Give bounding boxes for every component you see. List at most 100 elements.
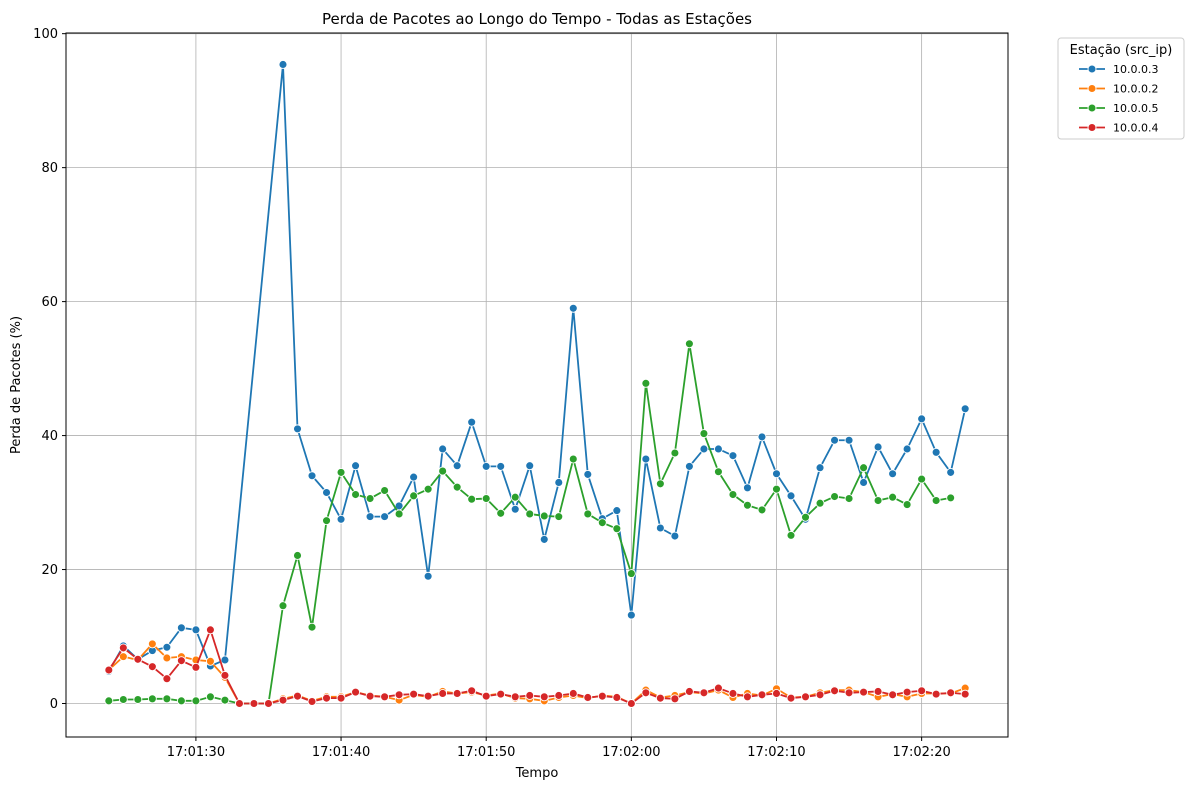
data-point bbox=[626, 569, 636, 579]
data-point bbox=[597, 518, 607, 528]
data-point bbox=[176, 696, 186, 706]
x-tick-label: 17:01:50 bbox=[457, 745, 515, 760]
data-point bbox=[931, 496, 941, 505]
data-point bbox=[801, 512, 810, 522]
data-point bbox=[859, 478, 869, 487]
data-point bbox=[757, 690, 767, 700]
legend-items: 10.0.0.3 10.0.0.2 10.0.0.5 10.0.0.4 bbox=[1079, 63, 1158, 135]
data-point bbox=[481, 691, 491, 701]
data-point bbox=[147, 694, 157, 704]
data-point bbox=[147, 639, 157, 649]
data-point bbox=[597, 691, 607, 701]
data-point bbox=[917, 474, 927, 484]
data-point bbox=[452, 689, 462, 698]
y-axis-ticks: 0 20 40 60 80 100 bbox=[33, 27, 66, 712]
data-point bbox=[859, 687, 869, 697]
data-point bbox=[162, 694, 172, 704]
data-point bbox=[873, 442, 883, 452]
data-point bbox=[815, 690, 825, 700]
data-point bbox=[147, 662, 157, 672]
data-point bbox=[496, 508, 506, 518]
data-point bbox=[670, 448, 680, 458]
data-point bbox=[873, 496, 883, 505]
data-point bbox=[423, 691, 433, 701]
legend-marker bbox=[1087, 64, 1097, 74]
data-point bbox=[351, 461, 361, 471]
data-point bbox=[684, 687, 694, 696]
data-point bbox=[844, 435, 854, 445]
series-layer bbox=[104, 60, 970, 708]
data-point bbox=[351, 490, 361, 499]
data-point bbox=[757, 505, 767, 515]
legend-title: Estação (src_ip) bbox=[1070, 43, 1173, 58]
data-point bbox=[322, 516, 331, 526]
chart-title: Perda de Pacotes ao Longo do Tempo - Tod… bbox=[322, 10, 752, 28]
x-tick-label: 17:02:20 bbox=[892, 745, 950, 760]
data-point bbox=[626, 610, 636, 620]
data-point bbox=[888, 469, 898, 479]
x-tick-label: 17:01:40 bbox=[312, 745, 370, 760]
plot-area-frame bbox=[65, 32, 1009, 738]
data-point bbox=[612, 506, 622, 516]
data-point bbox=[467, 494, 477, 504]
data-point bbox=[684, 461, 694, 471]
data-point bbox=[699, 688, 709, 698]
data-point bbox=[278, 601, 288, 611]
data-point bbox=[626, 699, 636, 708]
x-axis-label: Tempo bbox=[515, 766, 559, 781]
data-point bbox=[902, 687, 912, 697]
y-tick-label: 40 bbox=[41, 429, 58, 444]
data-point bbox=[641, 454, 651, 464]
legend-marker bbox=[1087, 84, 1097, 93]
data-point bbox=[336, 693, 346, 703]
data-point bbox=[307, 697, 317, 706]
data-point bbox=[670, 694, 680, 704]
data-point bbox=[830, 492, 839, 501]
data-point bbox=[655, 693, 665, 703]
data-point bbox=[380, 512, 390, 522]
data-point bbox=[452, 461, 462, 471]
data-point bbox=[467, 417, 477, 427]
data-point bbox=[946, 493, 956, 503]
data-point bbox=[670, 531, 680, 541]
data-point bbox=[583, 469, 593, 479]
data-point bbox=[293, 424, 302, 434]
data-point bbox=[554, 691, 564, 700]
x-tick-label: 17:01:30 bbox=[167, 745, 225, 760]
data-point bbox=[713, 467, 723, 477]
data-point bbox=[162, 642, 172, 652]
data-point bbox=[743, 483, 752, 493]
data-point bbox=[220, 655, 230, 665]
data-point bbox=[713, 683, 723, 693]
legend-box bbox=[1057, 37, 1185, 140]
data-point bbox=[322, 488, 331, 497]
data-point bbox=[220, 695, 230, 705]
data-point bbox=[293, 551, 302, 560]
data-point bbox=[946, 467, 956, 477]
data-point bbox=[641, 688, 651, 698]
data-point bbox=[931, 689, 941, 699]
data-point bbox=[568, 454, 578, 464]
data-point bbox=[583, 509, 593, 519]
data-point bbox=[205, 625, 215, 635]
data-point bbox=[307, 622, 317, 632]
data-point bbox=[133, 654, 143, 664]
legend: Estação (src_ip) 10.0.0.310.0.0.210.0.0.… bbox=[1057, 37, 1185, 140]
data-point bbox=[380, 692, 390, 702]
legend-label: 10.0.0.2 bbox=[1113, 83, 1158, 96]
data-point bbox=[902, 444, 912, 454]
data-point bbox=[743, 692, 752, 702]
data-point bbox=[452, 482, 462, 492]
data-point bbox=[786, 491, 796, 501]
data-point bbox=[902, 500, 912, 510]
data-point bbox=[525, 691, 535, 700]
data-point bbox=[191, 625, 201, 635]
data-point bbox=[220, 670, 230, 680]
x-tick-label: 17:02:10 bbox=[747, 745, 805, 760]
data-point bbox=[409, 689, 419, 699]
data-point bbox=[554, 512, 564, 522]
data-point bbox=[815, 498, 825, 508]
data-point bbox=[539, 692, 549, 702]
